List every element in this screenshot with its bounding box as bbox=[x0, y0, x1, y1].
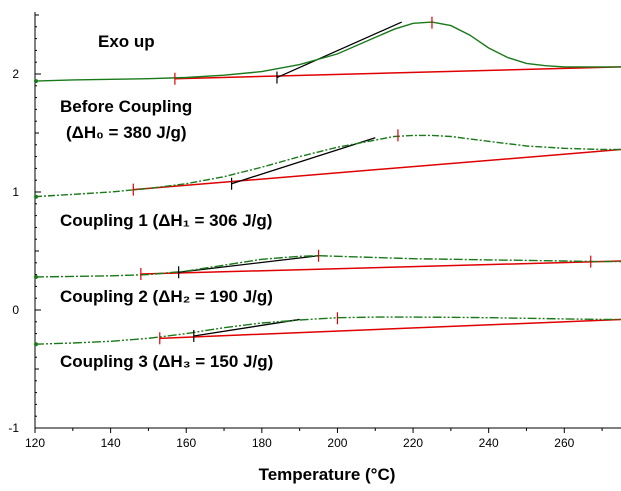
x-tick-label: 200 bbox=[327, 436, 347, 450]
curves bbox=[34, 16, 621, 347]
x-tick-label: 220 bbox=[403, 436, 423, 450]
baseline-line bbox=[140, 260, 621, 275]
dsc-curve bbox=[34, 316, 621, 345]
coupling-1-label: Coupling 1 (ΔH₁ = 306 J/g) bbox=[60, 211, 272, 230]
dsc-curve bbox=[34, 254, 621, 278]
baseline-line bbox=[159, 318, 621, 340]
coupling-3-label: Coupling 3 (ΔH₃ = 150 J/g) bbox=[60, 352, 273, 371]
curve-start-point bbox=[34, 274, 38, 279]
x-tick-label: 120 bbox=[25, 436, 45, 450]
before-coupling-label: Before Coupling bbox=[60, 97, 192, 116]
curve-start-point bbox=[34, 79, 38, 84]
x-tick-label: 240 bbox=[479, 436, 499, 450]
baseline-line bbox=[133, 148, 621, 191]
dsc-curve bbox=[34, 134, 621, 198]
tangent-line bbox=[178, 255, 319, 273]
coupling-2-label: Coupling 2 (ΔH₂ = 190 J/g) bbox=[60, 287, 273, 306]
x-tick-label: 140 bbox=[101, 436, 121, 450]
tangent-line bbox=[276, 21, 402, 79]
x-axis-title: Temperature (°C) bbox=[259, 465, 396, 484]
x-tick-label: 260 bbox=[554, 436, 574, 450]
exo-up-label: Exo up bbox=[98, 32, 155, 51]
y-tick-label: 2 bbox=[12, 67, 19, 81]
y-tick-label: 1 bbox=[12, 185, 19, 199]
tick-marks bbox=[34, 14, 603, 433]
curve-start-point bbox=[34, 194, 38, 199]
x-tick-label: 180 bbox=[252, 436, 272, 450]
curve-start-point bbox=[34, 342, 38, 347]
tangent-line bbox=[193, 318, 300, 337]
y-tick-label: -1 bbox=[8, 421, 19, 435]
baseline-line bbox=[174, 66, 621, 80]
tick-labels: 120 140 160 180 200 220 240 260 -1 0 1 2 bbox=[8, 67, 574, 450]
y-tick-label: 0 bbox=[12, 303, 19, 317]
x-tick-label: 160 bbox=[176, 436, 196, 450]
before-coupling-enthalpy: (ΔH₀ = 380 J/g) bbox=[66, 123, 187, 142]
tangent-line bbox=[231, 137, 376, 185]
dsc-curve bbox=[34, 21, 621, 82]
